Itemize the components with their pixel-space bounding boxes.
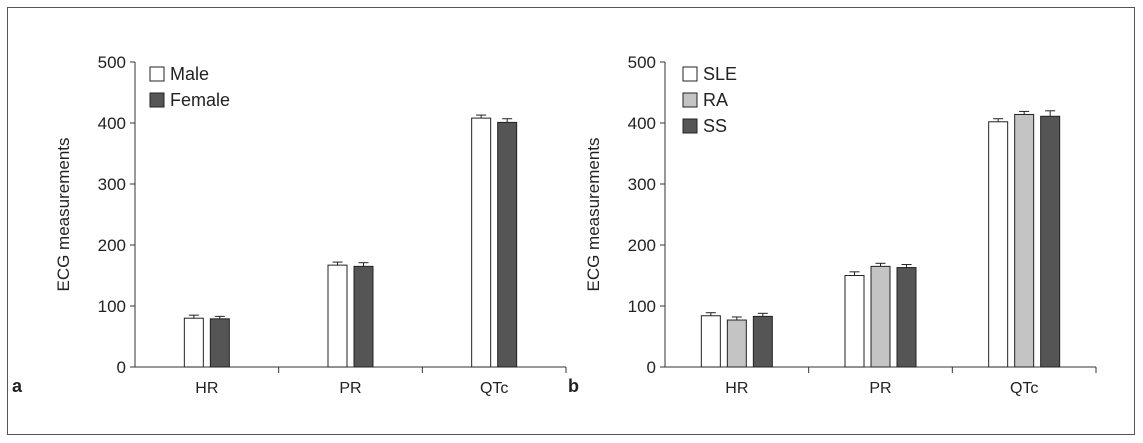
y-tick-label: 300 (628, 175, 656, 194)
legend-swatch-female (149, 92, 165, 108)
y-axis-label: ECG measurements (584, 138, 603, 292)
bar-male-hr (183, 317, 204, 368)
panel-label-b: b (568, 376, 579, 396)
y-tick-label: 0 (647, 358, 656, 377)
bar-ss-qtc (1040, 115, 1061, 368)
x-tick-label: QTc (480, 380, 508, 397)
figure-frame: 0 100 200 300 400 500 ECG measurements HR PR QTc M… (7, 7, 1135, 435)
bar-ss-pr (896, 267, 917, 368)
legend-swatch-male (149, 66, 165, 82)
bar-male-qtc (471, 117, 492, 368)
bar-ra-qtc (1014, 113, 1035, 368)
legend-swatch-sle (682, 66, 698, 82)
chart-panel-a: 0 100 200 300 400 500 ECG measurements HR PR QTc M… (12, 53, 567, 397)
y-tick-label: 300 (98, 175, 126, 194)
x-tick-label: QTc (1010, 380, 1038, 397)
x-tick-label: HR (195, 380, 218, 397)
chart-panel-b: 0 100 200 300 400 500 ECG measurements HR PR QTc S… (568, 53, 1097, 397)
legend: Male Female (149, 64, 230, 110)
legend-swatch-ra (682, 92, 698, 108)
y-tick-label: 500 (98, 53, 126, 72)
bar-ra-pr (870, 265, 891, 368)
legend-label-female: Female (170, 90, 230, 110)
y-tick-label: 200 (628, 236, 656, 255)
y-tick-label: 100 (628, 297, 656, 316)
y-tick-label: 400 (98, 114, 126, 133)
legend-label-ra: RA (703, 90, 728, 110)
panel-label-a: a (12, 376, 23, 396)
y-tick-label: 400 (628, 114, 656, 133)
bar-female-qtc (497, 121, 518, 368)
legend: SLE RA SS (682, 64, 737, 136)
bar-ss-hr (752, 315, 773, 368)
y-tick-label: 200 (98, 236, 126, 255)
x-tick-label: HR (725, 380, 748, 397)
legend-label-sle: SLE (703, 64, 737, 84)
bar-male-pr (327, 264, 348, 368)
y-tick-label: 100 (98, 297, 126, 316)
bar-ra-hr (726, 319, 747, 368)
bar-sle-hr (700, 315, 721, 368)
legend-swatch-ss (682, 118, 698, 134)
chart-canvas: 0 100 200 300 400 500 ECG measurements HR PR QTc M… (12, 53, 1097, 397)
y-axis-label: ECG measurements (54, 138, 73, 292)
x-tick-label: PR (869, 380, 891, 397)
y-tick-label: 500 (628, 53, 656, 72)
y-tick-label: 0 (117, 358, 126, 377)
x-tick-label: PR (339, 380, 361, 397)
bar-female-pr (353, 265, 374, 368)
bar-female-hr (209, 318, 230, 368)
bar-sle-qtc (988, 121, 1009, 368)
legend-label-male: Male (170, 64, 209, 84)
bar-sle-pr (844, 275, 865, 368)
legend-label-ss: SS (703, 116, 727, 136)
